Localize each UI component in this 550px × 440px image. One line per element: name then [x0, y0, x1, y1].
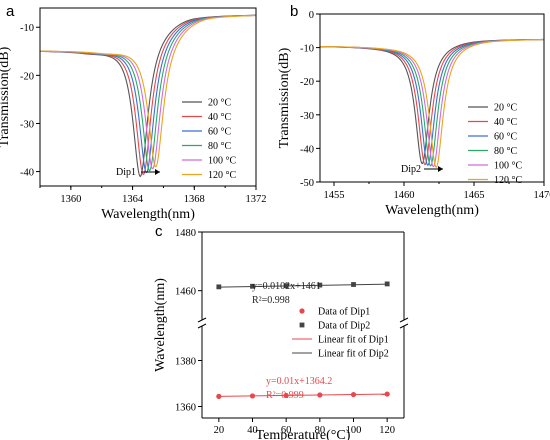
x-axis-label: Wavelength(nm): [101, 207, 195, 222]
dip1-point-1: [249, 393, 256, 399]
y-axis-label: Transmission(dB): [0, 46, 12, 147]
curves: [40, 14, 256, 178]
y-tick-label-3: -30: [300, 111, 314, 122]
dip2-point-5: [384, 281, 390, 287]
fit-line-dip1: [218, 393, 388, 397]
axis-break-mark-1a: [399, 317, 409, 323]
dip2-point-3: [317, 282, 323, 288]
equation-dip1: y=0.01x+1364.2: [266, 376, 332, 387]
legend-label-1: 40 °C: [208, 112, 231, 123]
x-tick-label-1: 40: [247, 425, 258, 436]
x-tick-label-0: 1455: [324, 190, 345, 201]
y-tick-label-2: -20: [300, 77, 314, 88]
x-tick-label-2: 60: [281, 425, 292, 436]
legend-label-3: 80 °C: [208, 141, 231, 152]
dip1-point-4: [350, 391, 357, 398]
x-tick-label-1: 1364: [122, 194, 144, 205]
legend-label-4: 100 °C: [208, 156, 236, 167]
legend-label-dip2: Data of Dip2: [318, 321, 370, 332]
y-tick-label-4: -40: [300, 144, 314, 155]
panel-c: 20 40 60 80 100 120 1460 1480 1360 1380 Temperatur…: [153, 228, 409, 440]
y-tick-label-5: -50: [300, 178, 314, 189]
legend-label-fit2: Linear fit of Dip2: [318, 349, 389, 360]
legend-swatch-dip1: [299, 308, 305, 314]
panel-a: 1360 1364 1368 1372 -40 -30 -20 -10 Wavelength(n…: [0, 7, 267, 222]
dip-arrow-head: [438, 166, 443, 172]
y-tick-label-0: 0: [309, 10, 314, 21]
dip1-point-3: [317, 392, 323, 398]
y-axis-label: Wavelength(nm): [153, 278, 168, 372]
panel-letter-b: b: [290, 3, 298, 20]
dip2-point-0: [216, 284, 222, 290]
x-tick-label-2: 1368: [184, 194, 205, 205]
legend-swatch-dip2: [299, 322, 305, 328]
y-tick-label-2: -20: [20, 71, 34, 82]
r2-dip1: R²=0.999: [266, 390, 304, 401]
dip1-point-5: [384, 391, 390, 397]
x-axis-label: Temperature(°C): [256, 428, 351, 440]
legend-label-fit1: Linear fit of Dip1: [318, 335, 389, 346]
x-tick-label-2: 1465: [464, 190, 485, 201]
x-axis-label: Wavelength(nm): [385, 203, 479, 218]
panel-letter-c: c: [155, 223, 163, 240]
dip1-point-2: [283, 392, 289, 399]
dip1-point-0: [216, 393, 222, 399]
x-tick-label-0: 1360: [60, 194, 81, 205]
series-line-5: [320, 39, 544, 168]
legend-label-4: 100 °C: [494, 161, 522, 172]
y-tick-label-0: -40: [20, 168, 34, 179]
y-axis-label: Transmission(dB): [277, 47, 292, 148]
axis-break-mark-0b: [197, 323, 207, 329]
legend-label-3: 80 °C: [494, 146, 517, 157]
x-tick-label-4: 100: [346, 425, 362, 436]
legend-label-0: 20 °C: [208, 98, 231, 109]
dip-annotation: Dip1: [116, 167, 136, 178]
dip-annotation: Dip2: [401, 164, 421, 175]
legend-label-0: 20 °C: [494, 103, 517, 114]
r2-dip2: R²=0.998: [252, 295, 290, 306]
x-tick-label-5: 120: [379, 425, 395, 436]
axis-break-mark-1b: [399, 323, 409, 329]
x-tick-label-3: 1372: [246, 194, 267, 205]
legend-label-dip1: Data of Dip1: [318, 307, 370, 318]
curves: [320, 38, 544, 168]
axis-break-mark-0a: [197, 317, 207, 323]
dip2-point-4: [351, 282, 356, 287]
legend-label-1: 40 °C: [494, 117, 517, 128]
plot-frame: [319, 13, 545, 183]
equation-dip2: y=0.0102x+1461: [252, 281, 321, 292]
legend-label-5: 120 °C: [494, 175, 522, 186]
y-tick-label-lower-1: 1380: [175, 357, 196, 368]
y-tick-label-1: -10: [300, 44, 314, 55]
series-line-5: [40, 14, 256, 168]
y-tick-label-1: -30: [20, 119, 34, 130]
y-tick-label-upper-0: 1460: [175, 287, 196, 298]
x-tick-label-3: 80: [315, 425, 326, 436]
plot-frame: [39, 7, 257, 187]
series-line-0: [40, 14, 256, 178]
dip-arrow-head: [155, 169, 160, 175]
legend-label-5: 120 °C: [208, 170, 236, 181]
dip2-point-1: [250, 283, 255, 289]
x-tick-label-0: 20: [214, 425, 225, 436]
y-tick-label-lower-0: 1360: [175, 403, 196, 414]
legend-label-2: 60 °C: [494, 132, 517, 143]
dip2-point-2: [283, 283, 289, 289]
y-tick-label-upper-1: 1480: [175, 228, 196, 239]
legend-label-2: 60 °C: [208, 127, 231, 138]
x-tick-label-1: 1460: [394, 190, 415, 201]
y-tick-label-3: -10: [20, 23, 34, 34]
fit-line-dip2: [218, 283, 388, 288]
panel-letter-a: a: [6, 3, 15, 20]
